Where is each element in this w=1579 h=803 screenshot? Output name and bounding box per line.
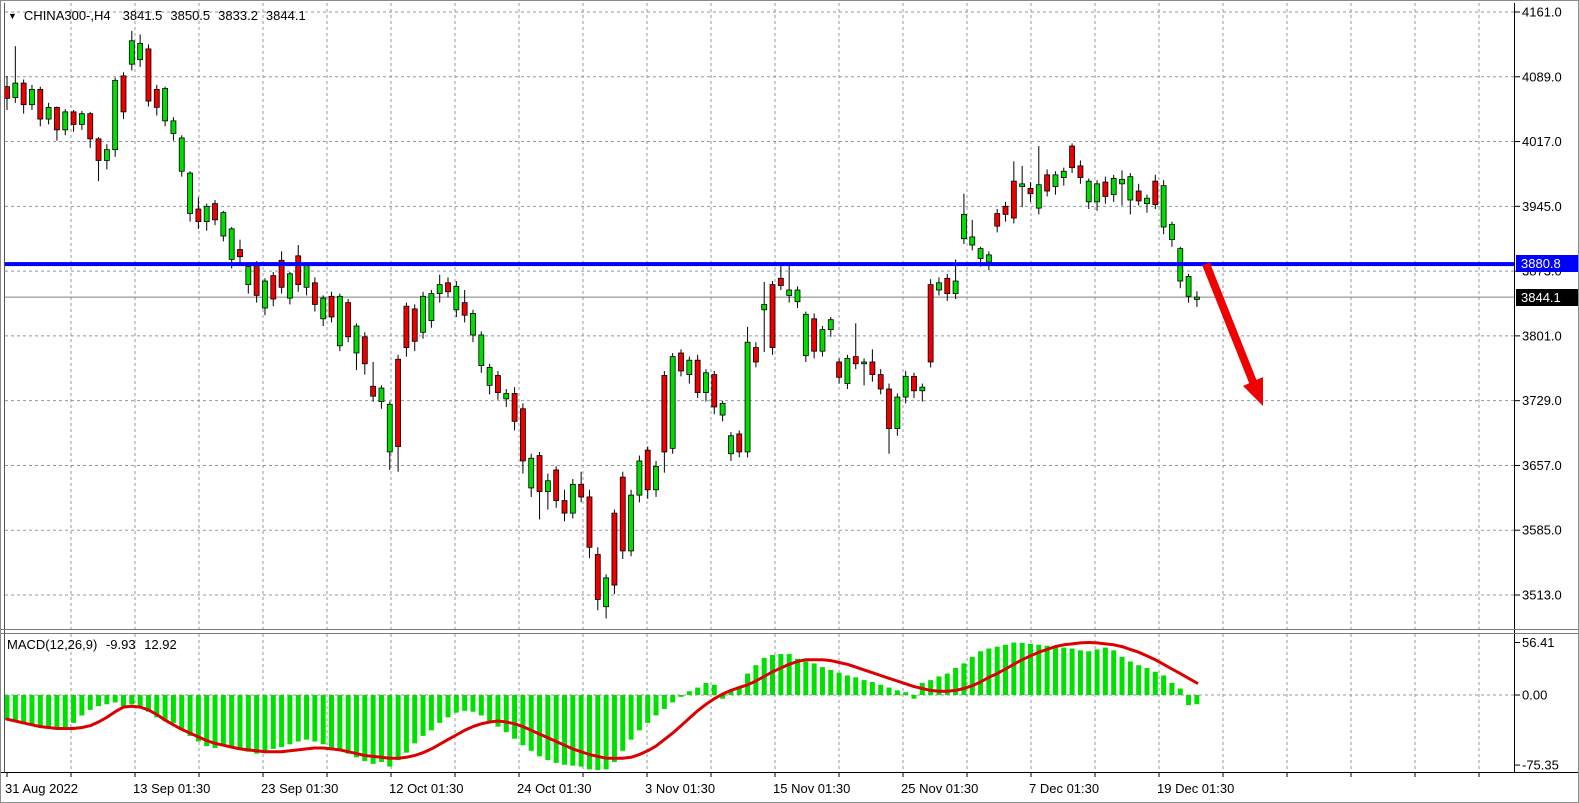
chart-borders	[1, 3, 1578, 773]
time-axis-label: 24 Oct 01:30	[517, 781, 591, 796]
price-axis-label: 3657.0	[1522, 458, 1562, 473]
trend-arrow[interactable]	[1202, 262, 1263, 406]
time-axis[interactable]: 31 Aug 2022 13 Sep 01:30 23 Sep 01:30 12 Oc…	[5, 781, 1234, 796]
price-axis-label: 4017.0	[1522, 134, 1562, 149]
time-axis-label: 3 Nov 01:30	[645, 781, 715, 796]
time-axis-label: 23 Sep 01:30	[261, 781, 338, 796]
time-axis-label: 19 Dec 01:30	[1157, 781, 1234, 796]
symbol-dropdown-icon[interactable]: ▼	[8, 10, 17, 21]
ohlc-close: 3844.1	[265, 8, 306, 23]
time-axis-label: 12 Oct 01:30	[389, 781, 463, 796]
macd-axis[interactable]: 56.41 0.00 -75.35	[1514, 635, 1559, 773]
macd-histogram	[4, 642, 1200, 770]
price-axis-label: 3729.0	[1522, 393, 1562, 408]
price-axis[interactable]: 4161.04089.04017.03945.03873.03801.03729…	[1514, 5, 1562, 603]
ohlc-low: 3833.2	[218, 8, 258, 23]
macd-axis-label: -75.35	[1522, 758, 1559, 773]
hline-price-tag: 3880.8	[1516, 255, 1578, 272]
macd-main-value: -9.93	[105, 637, 136, 652]
macd-signal-line	[5, 641, 1199, 760]
macd-signal-value: 12.92	[144, 637, 177, 652]
grid	[5, 3, 1514, 777]
support-line[interactable]	[5, 262, 1514, 267]
time-axis-label: 15 Nov 01:30	[773, 781, 850, 796]
price-axis-label: 4161.0	[1522, 5, 1562, 20]
time-axis-label: 13 Sep 01:30	[133, 781, 210, 796]
macd-name: MACD(12,26,9)	[7, 637, 98, 652]
time-axis-label: 25 Nov 01:30	[901, 781, 978, 796]
time-axis-label: 31 Aug 2022	[5, 781, 78, 796]
ohlc-open: 3841.5	[122, 8, 163, 23]
candles-series	[4, 30, 1200, 619]
ohlc-high: 3850.5	[170, 8, 211, 23]
price-axis-label: 4089.0	[1522, 69, 1562, 84]
price-axis-label: 3801.0	[1522, 328, 1562, 343]
macd-axis-label: 56.41	[1522, 635, 1555, 650]
macd-axis-label: 0.00	[1522, 688, 1547, 703]
last-price-tag: 3844.1	[1516, 289, 1578, 306]
price-axis-label: 3513.0	[1522, 588, 1562, 603]
price-axis-label: 3945.0	[1522, 199, 1562, 214]
macd-indicator-label: MACD(12,26,9) -9.93 12.92	[7, 637, 182, 652]
chart-title: ▼ CHINA300-,H4 3841.5 3850.5 3833.2 3844…	[8, 8, 306, 23]
time-axis-label: 7 Dec 01:30	[1029, 781, 1099, 796]
price-axis-label: 3585.0	[1522, 523, 1562, 538]
symbol-timeframe-label: CHINA300-,H4	[23, 8, 111, 23]
